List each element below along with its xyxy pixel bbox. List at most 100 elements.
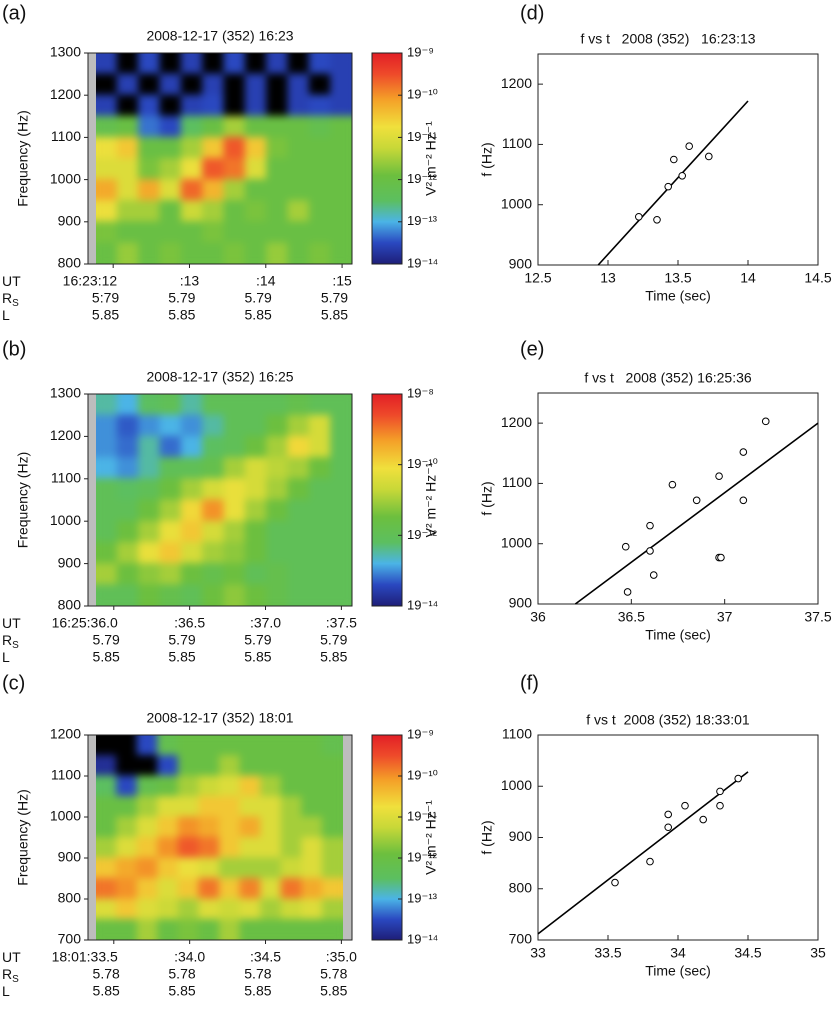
- spectrogram-cell: [96, 919, 118, 940]
- spectrogram-cell: [157, 775, 179, 797]
- spectrogram-cell: [198, 796, 220, 818]
- data-point: [668, 480, 677, 489]
- spectrogram-cell: [177, 775, 200, 797]
- spectrogram-cell: [138, 73, 161, 96]
- spectrogram-cells: [96, 735, 343, 940]
- x-tick-label: :35.0: [326, 949, 357, 965]
- spectrogram-cell: [198, 837, 220, 859]
- colorbar-tick-label: 19⁻¹¹: [407, 129, 438, 144]
- data-point: [646, 521, 654, 530]
- spectrogram-cell: [138, 457, 161, 480]
- spectrogram-cell: [308, 478, 332, 501]
- spectrogram-cell: [157, 878, 179, 900]
- spectrogram-cell: [301, 755, 323, 777]
- spectrogram-cell: [202, 563, 225, 586]
- spectrogram-cell: [96, 221, 118, 244]
- spectrogram-cell: [157, 919, 179, 940]
- spectrogram-cell: [159, 457, 182, 480]
- spectrogram-cell: [116, 394, 140, 416]
- colorbar-tick-label: 19⁻¹⁰: [407, 456, 438, 471]
- spectrogram-cell: [223, 435, 246, 459]
- colorbar-tick-label: 19⁻⁹: [407, 44, 434, 59]
- spectrogram-cell: [138, 394, 161, 416]
- spectrogram-cell: [202, 584, 225, 606]
- spectrogram-cell: [244, 158, 268, 181]
- spectrogram-cell: [159, 53, 182, 75]
- l-value: 5.85: [93, 649, 120, 665]
- spectrogram-cell: [157, 816, 179, 838]
- colorbar-tick-label: 19⁻¹³: [407, 890, 438, 905]
- spectrogram-cell: [266, 584, 289, 606]
- spectrogram-cell: [239, 837, 262, 859]
- spectrogram-cell: [244, 414, 268, 437]
- chart-title: 2008-12-17 (352) 16:25: [146, 369, 293, 385]
- data-point: [621, 542, 630, 551]
- data-point: [761, 417, 770, 426]
- spectrogram-cells: [96, 53, 352, 264]
- y-tick-label: 1100: [502, 726, 532, 742]
- spectrogram-cell: [136, 837, 159, 859]
- y-tick-label: 1100: [502, 474, 532, 490]
- data-point: [705, 152, 713, 161]
- x-tick-label: :34.0: [174, 949, 205, 965]
- spectrogram-cell: [266, 414, 289, 437]
- spectrogram-cell: [280, 898, 303, 920]
- spectrogram-cell: [116, 837, 138, 859]
- spectrogram-cell: [330, 457, 352, 480]
- colorbar-tick-label: 19⁻¹²: [407, 849, 438, 864]
- row-label-text: UT: [2, 615, 21, 631]
- spectrogram-cell: [287, 584, 310, 606]
- row-label-text: L: [2, 983, 10, 999]
- spectrogram-cell: [330, 414, 352, 437]
- spectrogram-cell: [301, 775, 323, 797]
- spectrogram-cell: [266, 115, 289, 138]
- data-point: [653, 215, 661, 224]
- spectrogram-cell: [96, 837, 118, 859]
- fit-line: [597, 100, 749, 266]
- spectrogram-cell: [223, 158, 246, 181]
- x-axis-label: Time (sec): [645, 288, 711, 304]
- row-label: RS: [2, 966, 19, 985]
- spectrogram-cell: [287, 563, 310, 586]
- l-value: 5.85: [93, 983, 120, 999]
- spectrogram-cell: [280, 796, 303, 818]
- y-tick-label: 700: [58, 931, 82, 947]
- spectrogram-cell: [219, 857, 241, 879]
- rs-value: 5.79: [244, 632, 271, 648]
- colorbar: [371, 734, 403, 941]
- spectrogram-cell: [223, 499, 246, 522]
- spectrogram-cell: [96, 755, 118, 777]
- colorbar-label: V² m⁻² Hz⁻¹: [423, 462, 439, 537]
- spectrogram-cell: [219, 796, 241, 818]
- spectrogram-cell: [266, 179, 289, 202]
- spectrogram-cell: [116, 94, 140, 117]
- spectrogram-cell: [180, 136, 204, 159]
- spectrogram-cell: [330, 94, 352, 117]
- spectrogram-cell: [244, 478, 268, 501]
- spectrogram-cell: [180, 221, 204, 244]
- spectrogram-cell: [202, 394, 225, 416]
- spectrogram-cell: [116, 755, 138, 777]
- spectrogram-cell: [321, 735, 343, 756]
- spectrogram-cell: [330, 563, 352, 586]
- spectrogram-cell: [136, 816, 159, 838]
- spectrogram-cell: [266, 200, 289, 223]
- row-label-sub: S: [12, 640, 19, 651]
- y-tick-label: 1300: [50, 44, 81, 60]
- spectrogram-cell: [260, 857, 282, 879]
- spectrogram-cell: [138, 435, 161, 459]
- spectrogram-cell: [116, 457, 140, 480]
- spectrogram-cell: [239, 878, 262, 900]
- spectrogram-cell: [330, 435, 352, 459]
- spectrogram-cell: [177, 878, 200, 900]
- spectrogram-cell: [177, 837, 200, 859]
- spectrogram-cell: [330, 158, 352, 181]
- x-axis-label: Time (sec): [645, 963, 711, 979]
- spectrogram-cell: [177, 796, 200, 818]
- spectrogram-cell: [308, 73, 332, 96]
- rs-value: 5.78: [244, 966, 271, 982]
- spectrogram-cell: [308, 457, 332, 480]
- spectrogram-cell: [96, 136, 118, 159]
- panel-letter: (b): [2, 338, 26, 360]
- spectrogram-cell: [321, 919, 343, 940]
